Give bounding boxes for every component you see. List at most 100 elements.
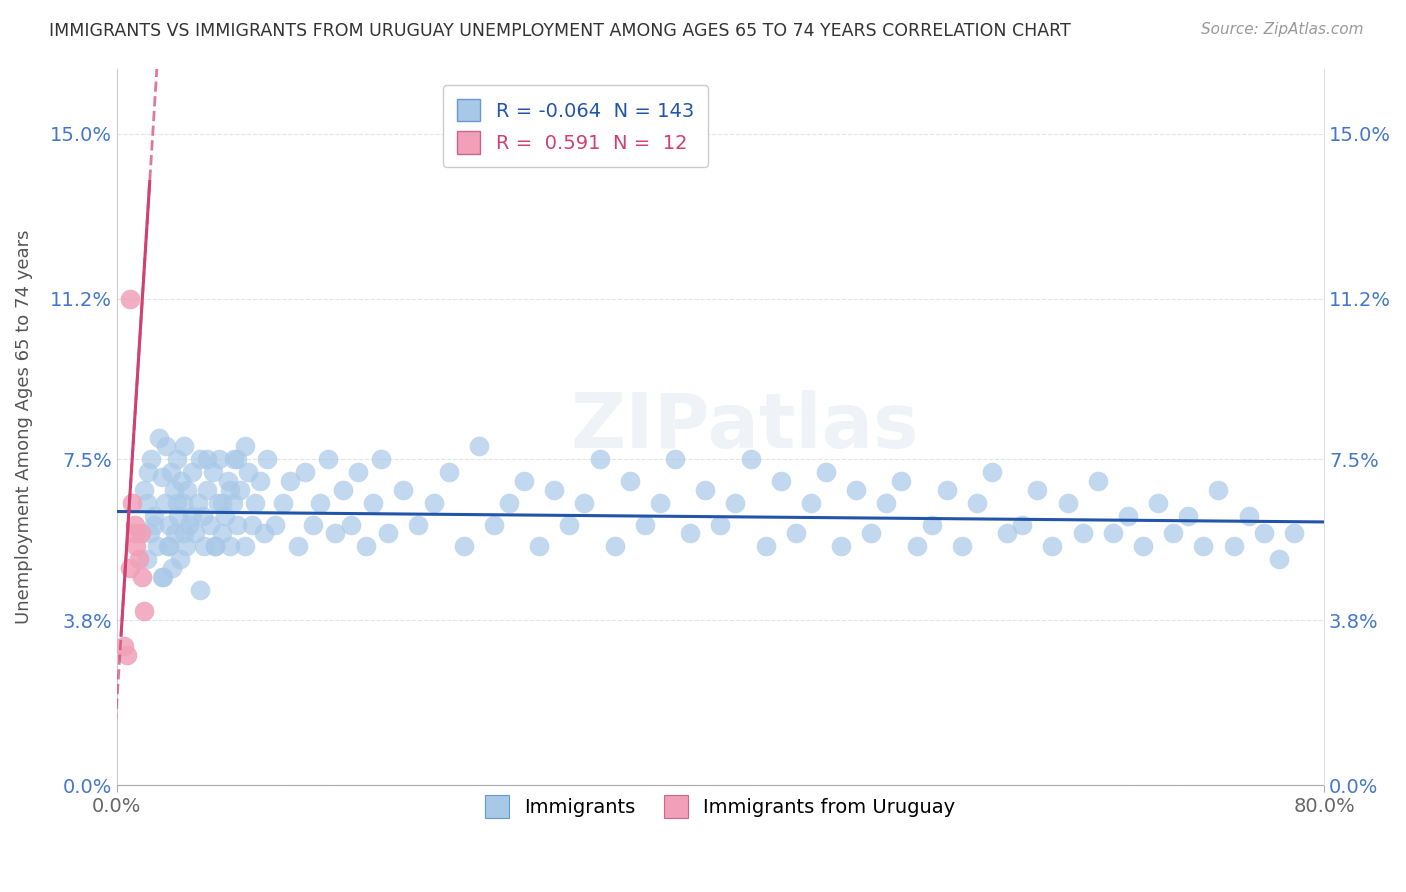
Point <box>905 539 928 553</box>
Point <box>176 483 198 497</box>
Point <box>173 526 195 541</box>
Point <box>204 539 226 553</box>
Point <box>1268 552 1291 566</box>
Point <box>141 452 163 467</box>
Point <box>181 508 204 523</box>
Point <box>1147 496 1170 510</box>
Point <box>1056 496 1078 510</box>
Point <box>125 539 148 553</box>
Point <box>218 483 240 497</box>
Point <box>188 582 211 597</box>
Point <box>163 483 186 497</box>
Point <box>218 539 240 553</box>
Point <box>588 452 610 467</box>
Point <box>619 474 641 488</box>
Point <box>242 517 264 532</box>
Point <box>135 552 157 566</box>
Point <box>224 452 246 467</box>
Point <box>301 517 323 532</box>
Point <box>679 526 702 541</box>
Point <box>740 452 762 467</box>
Point <box>1132 539 1154 553</box>
Point <box>148 431 170 445</box>
Point <box>153 496 176 510</box>
Point <box>1042 539 1064 553</box>
Point <box>377 526 399 541</box>
Point <box>830 539 852 553</box>
Point <box>498 496 520 510</box>
Point <box>271 496 294 510</box>
Point <box>217 474 239 488</box>
Point <box>160 466 183 480</box>
Point <box>316 452 339 467</box>
Point <box>422 496 444 510</box>
Point <box>453 539 475 553</box>
Point <box>921 517 943 532</box>
Point <box>170 474 193 488</box>
Point <box>558 517 581 532</box>
Point <box>1026 483 1049 497</box>
Point <box>112 639 135 653</box>
Point <box>157 539 180 553</box>
Point <box>143 508 166 523</box>
Point <box>875 496 897 510</box>
Point <box>1177 508 1199 523</box>
Point <box>121 496 143 510</box>
Point <box>245 496 267 510</box>
Point <box>347 466 370 480</box>
Point <box>193 539 215 553</box>
Point <box>1282 526 1305 541</box>
Point <box>222 496 245 510</box>
Point <box>187 496 209 510</box>
Text: ZIPatlas: ZIPatlas <box>571 390 918 464</box>
Point <box>513 474 536 488</box>
Point <box>128 552 150 566</box>
Point <box>191 508 214 523</box>
Point <box>173 439 195 453</box>
Point <box>392 483 415 497</box>
Point <box>172 496 194 510</box>
Point <box>249 474 271 488</box>
Point <box>966 496 988 510</box>
Point <box>468 439 491 453</box>
Point <box>143 517 166 532</box>
Point <box>695 483 717 497</box>
Point <box>309 496 332 510</box>
Point <box>664 452 686 467</box>
Point <box>755 539 778 553</box>
Point <box>437 466 460 480</box>
Point <box>167 508 190 523</box>
Point <box>214 508 236 523</box>
Point <box>845 483 868 497</box>
Point <box>169 552 191 566</box>
Point <box>204 539 226 553</box>
Point <box>208 452 231 467</box>
Point <box>724 496 747 510</box>
Point <box>995 526 1018 541</box>
Y-axis label: Unemployment Among Ages 65 to 74 years: Unemployment Among Ages 65 to 74 years <box>15 229 32 624</box>
Point <box>1087 474 1109 488</box>
Point <box>150 469 173 483</box>
Point <box>129 526 152 541</box>
Point <box>132 604 155 618</box>
Point <box>332 483 354 497</box>
Point <box>156 539 179 553</box>
Point <box>120 292 142 306</box>
Point <box>264 517 287 532</box>
Point <box>574 496 596 510</box>
Point <box>1222 539 1244 553</box>
Point <box>207 496 229 510</box>
Point <box>981 466 1004 480</box>
Point <box>648 496 671 510</box>
Point <box>226 452 249 467</box>
Point <box>195 452 218 467</box>
Point <box>1071 526 1094 541</box>
Point <box>135 496 157 510</box>
Point <box>256 452 278 467</box>
Point <box>150 569 173 583</box>
Point <box>354 539 377 553</box>
Point <box>603 539 626 553</box>
Point <box>177 517 200 532</box>
Point <box>294 466 316 480</box>
Point <box>226 517 249 532</box>
